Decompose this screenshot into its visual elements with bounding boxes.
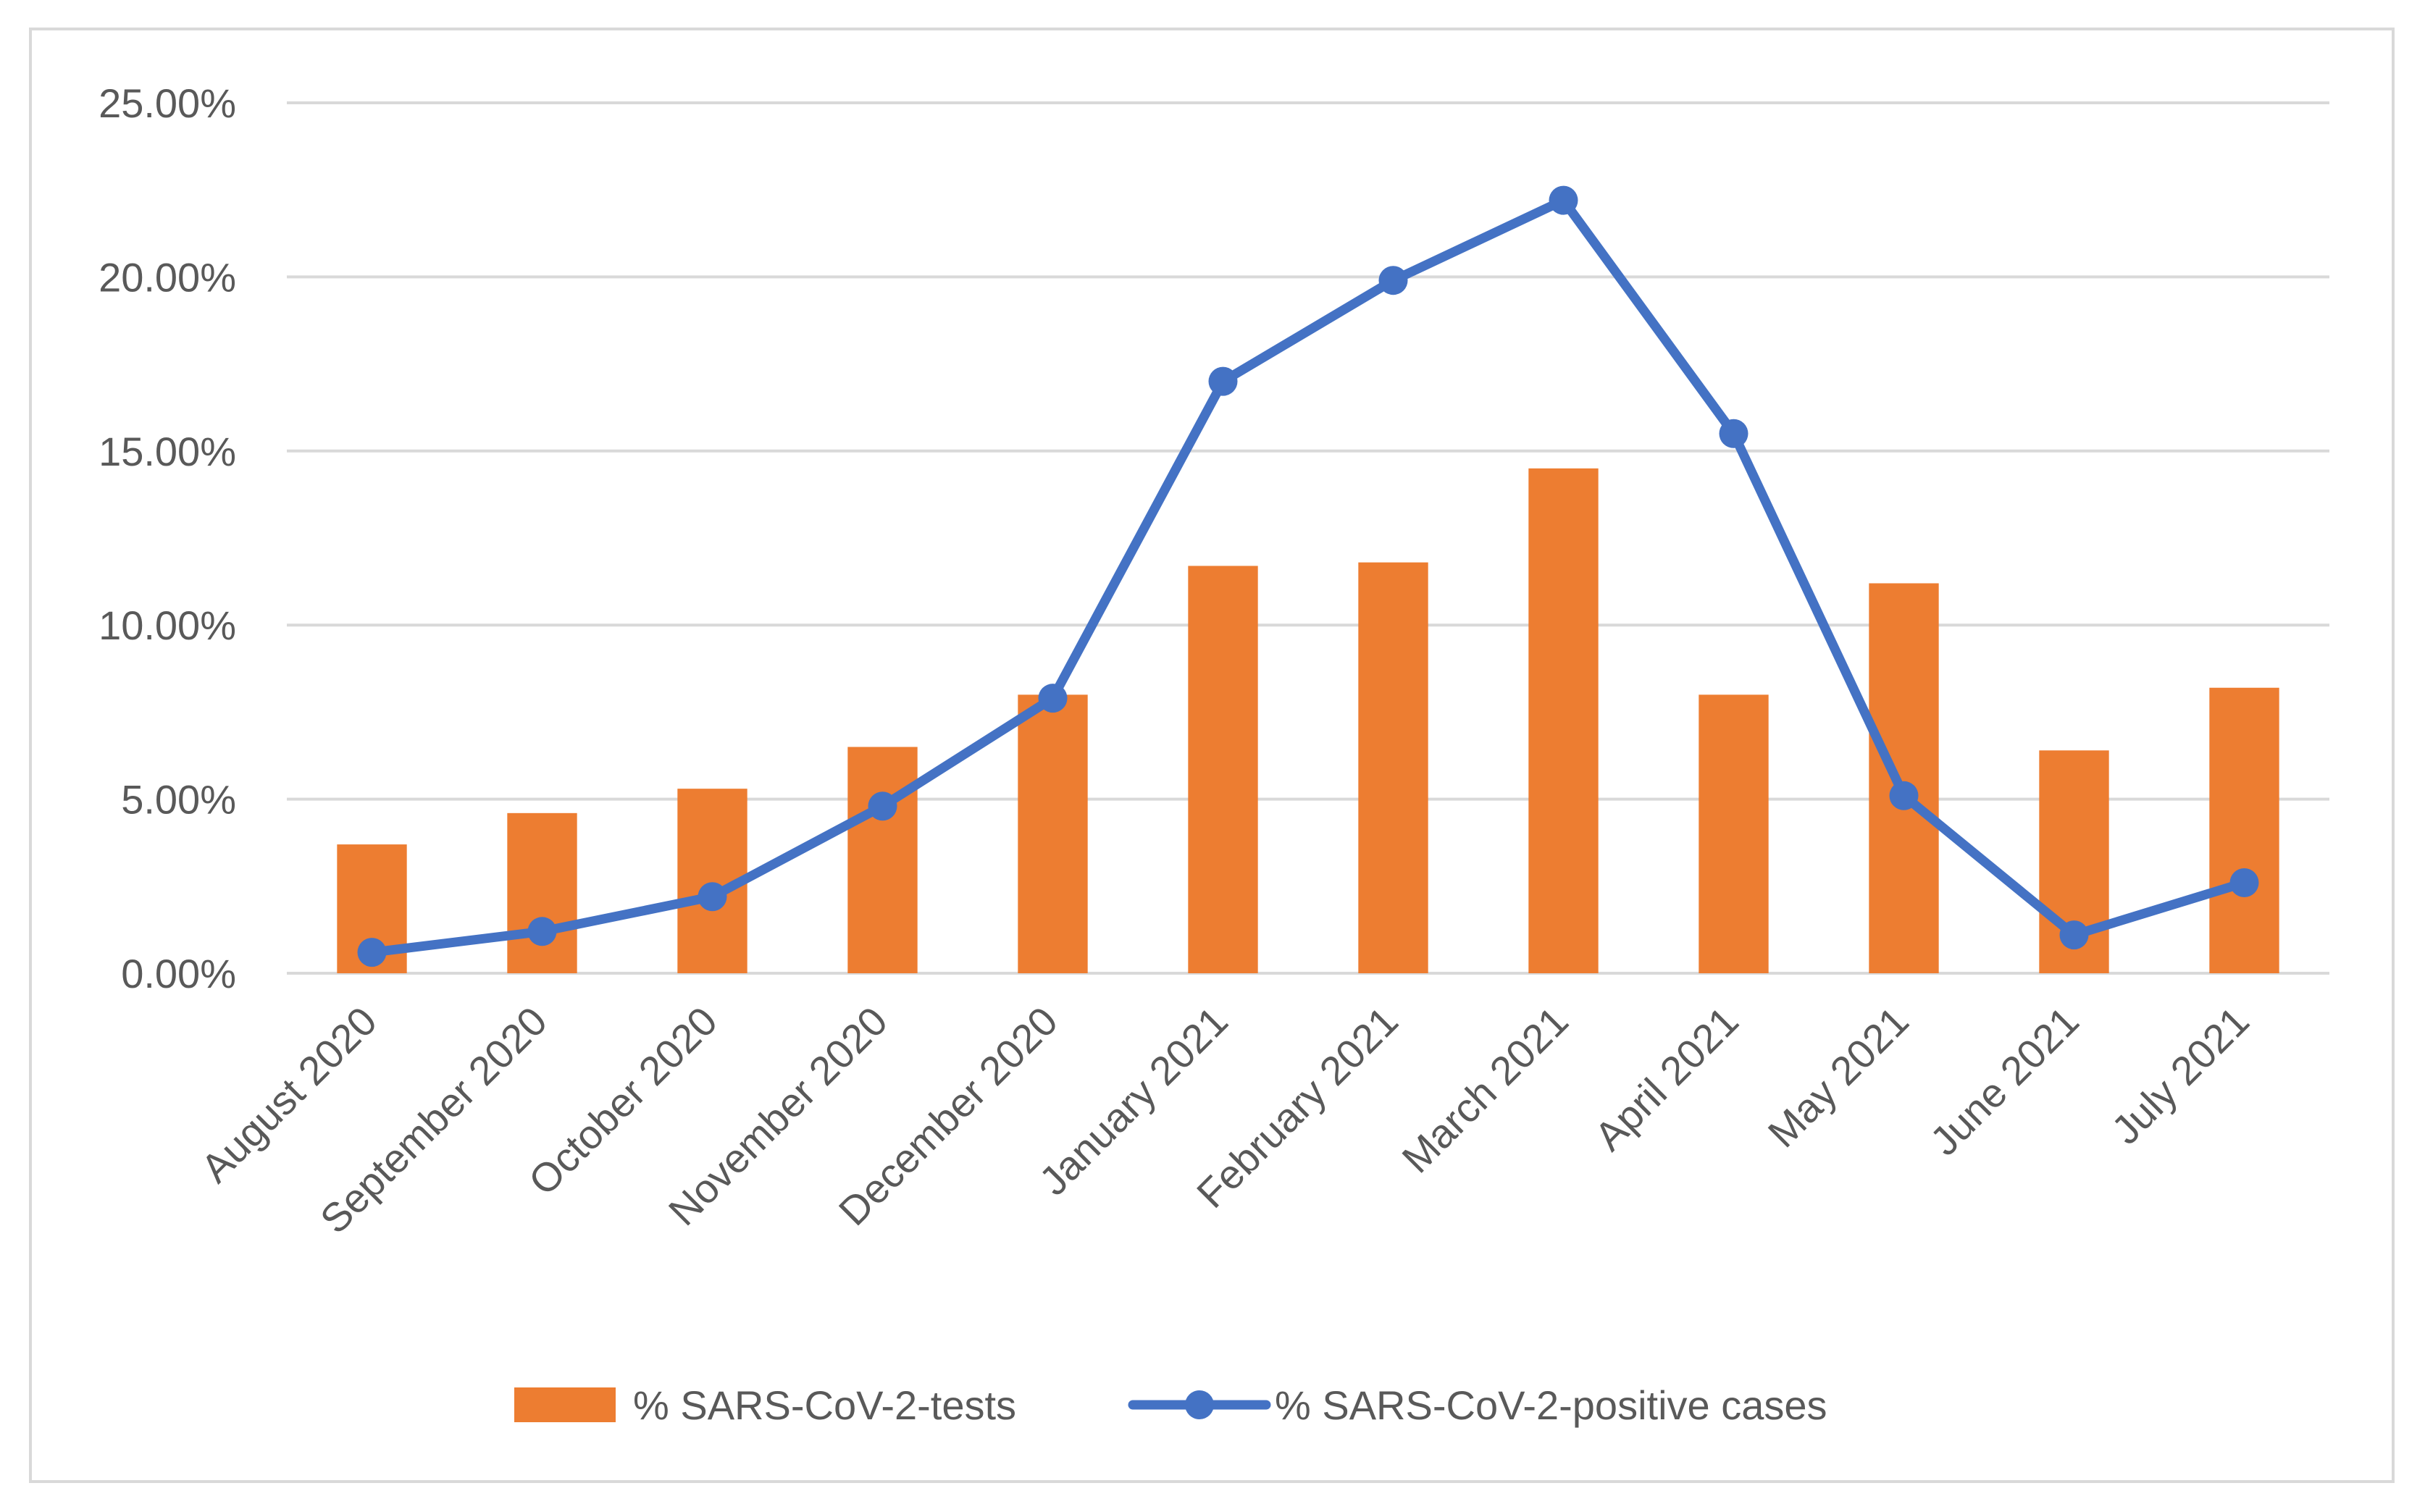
legend-line-label: % SARS-CoV-2-positive cases — [1275, 1382, 1827, 1428]
bar — [1188, 566, 1258, 973]
x-tick-label: August 2020 — [192, 998, 385, 1191]
line-point — [868, 791, 897, 821]
y-tick-label: 5.00% — [121, 777, 236, 823]
y-tick-label: 10.00% — [99, 602, 236, 648]
line-point — [1038, 684, 1068, 713]
bar — [1358, 562, 1428, 973]
bar — [1699, 694, 1769, 973]
bar — [507, 812, 577, 973]
combo-chart: 0.00% 5.00% 10.00% 15.00% 20.00% 25.00% Augus… — [99, 80, 2329, 1428]
bar — [847, 747, 918, 973]
y-tick-label: 20.00% — [99, 254, 236, 300]
gridlines — [287, 101, 2329, 975]
legend-line-marker — [1185, 1390, 1214, 1419]
line-point — [1549, 185, 1578, 215]
x-tick-label: June 2021 — [1921, 998, 2087, 1164]
line-point — [1719, 419, 1748, 448]
line-point — [357, 938, 387, 967]
y-tick-label: 15.00% — [99, 429, 236, 474]
line-point — [698, 882, 727, 912]
series-line — [367, 196, 2249, 957]
y-axis-tick-labels: 0.00% 5.00% 10.00% 15.00% 20.00% 25.00% — [99, 80, 236, 996]
bar — [1528, 468, 1599, 973]
bar — [1869, 583, 1939, 973]
line-point — [1378, 266, 1408, 295]
line-point — [2059, 920, 2089, 950]
y-tick-label: 0.00% — [121, 951, 236, 996]
bar-series — [337, 468, 2279, 973]
line-point — [527, 917, 557, 946]
y-tick-label: 25.00% — [99, 80, 236, 126]
line-series — [357, 185, 2259, 967]
chart-frame: 0.00% 5.00% 10.00% 15.00% 20.00% 25.00% Augus… — [29, 28, 2395, 1483]
bar — [1018, 694, 1088, 973]
legend-bar-swatch — [514, 1387, 616, 1422]
x-tick-label: July 2021 — [2103, 998, 2258, 1153]
line-point — [1208, 366, 1238, 396]
legend-bar-label: % SARS-CoV-2-tests — [633, 1382, 1016, 1428]
x-tick-label: March 2021 — [1393, 998, 1577, 1182]
bar — [2209, 687, 2279, 973]
x-tick-label: May 2021 — [1759, 998, 1917, 1156]
line-point — [1889, 781, 1919, 810]
x-tick-label: April 2021 — [1586, 998, 1747, 1159]
line-point — [2229, 868, 2259, 897]
legend: % SARS-CoV-2-tests % SARS-CoV-2-positive… — [514, 1382, 1827, 1428]
